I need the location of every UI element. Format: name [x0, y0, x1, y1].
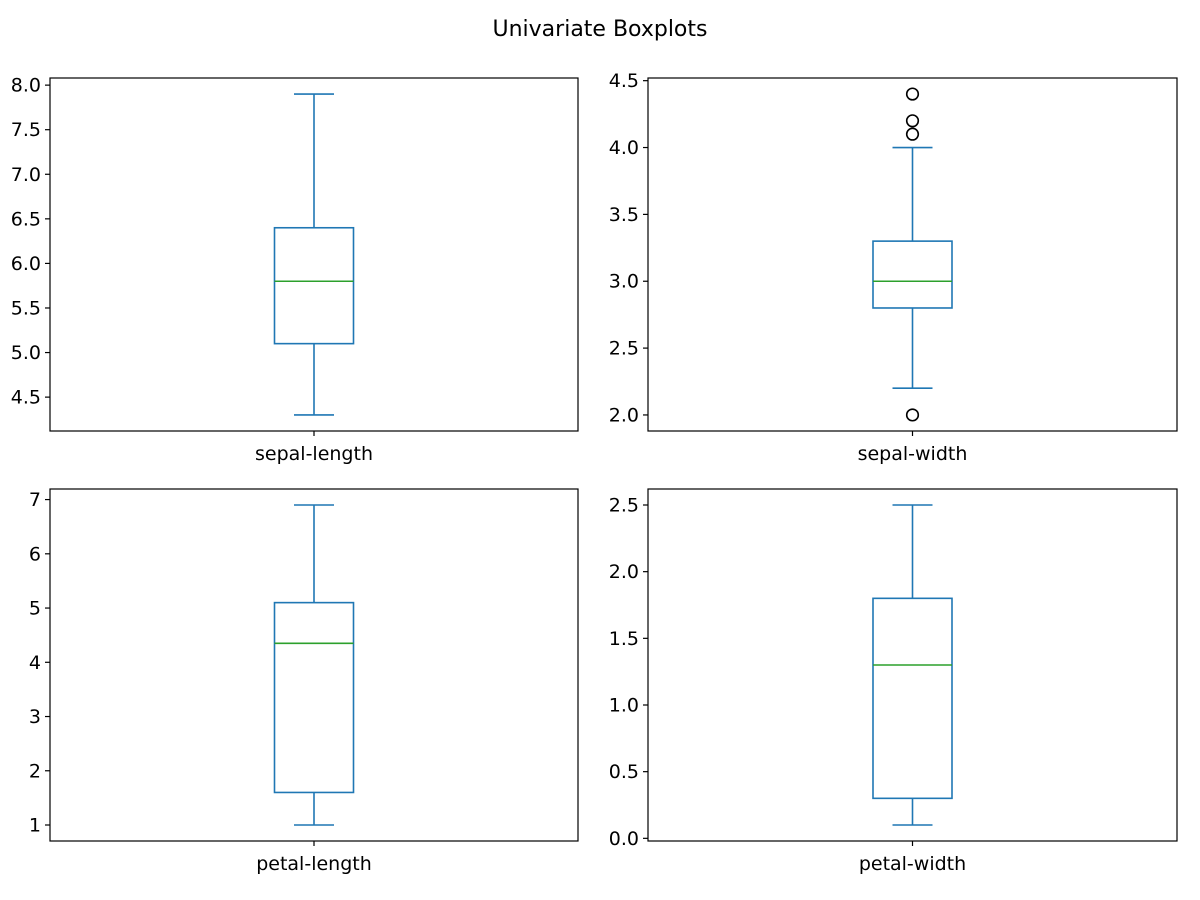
y-tick-label: 6 — [29, 543, 41, 565]
outlier-point — [905, 127, 920, 141]
x-category-label: sepal-width — [858, 443, 968, 465]
outlier-point — [905, 408, 920, 422]
x-category-label: petal-length — [256, 853, 372, 875]
y-tick-label: 2.0 — [609, 404, 639, 426]
y-tick-label: 1 — [29, 815, 41, 837]
y-tick-label: 0.5 — [609, 761, 639, 783]
boxplot-panel-petal-length: 1 2 3 4 5 6 7 petal-length — [29, 488, 579, 875]
y-tick-label: 4.5 — [609, 70, 639, 92]
outlier-point — [905, 114, 920, 128]
y-tick-label: 4.0 — [609, 137, 639, 159]
boxplot-panel-petal-width: 0.0 0.5 1.0 1.5 2.0 2.5 petal-width — [609, 488, 1178, 875]
y-tick-label: 6.5 — [11, 208, 41, 230]
y-tick-label: 7.5 — [11, 119, 41, 141]
x-category-label: petal-width — [859, 853, 966, 875]
y-tick-label: 2 — [29, 760, 41, 782]
y-tick-label: 1.0 — [609, 695, 639, 717]
y-tick-label: 2.5 — [609, 338, 639, 360]
iqr-box — [872, 597, 953, 800]
y-tick-label: 3.5 — [609, 204, 639, 226]
y-tick-label: 3 — [29, 706, 41, 728]
y-tick-label: 7 — [29, 489, 41, 511]
outlier-point — [905, 87, 920, 101]
iqr-box — [273, 601, 355, 794]
y-tick-label: 4.5 — [11, 387, 41, 409]
y-tick-label: 2.0 — [609, 561, 639, 583]
y-tick-label: 5.5 — [11, 297, 41, 319]
y-tick-label: 7.0 — [11, 164, 41, 186]
boxplot-panel-sepal-length: 4.5 5.0 5.5 6.0 6.5 7.0 7.5 8.0 sepal-length — [11, 75, 579, 465]
iqr-box — [872, 240, 953, 309]
figure-title: Univariate Boxplots — [493, 17, 708, 42]
y-tick-label: 2.5 — [609, 495, 639, 517]
y-tick-label: 0.0 — [609, 828, 639, 850]
y-tick-label: 3.0 — [609, 271, 639, 293]
y-tick-label: 4 — [29, 652, 41, 674]
y-tick-label: 5.0 — [11, 342, 41, 364]
y-tick-label: 1.5 — [609, 628, 639, 650]
boxplot-panel-sepal-width: 2.0 2.5 3.0 3.5 4.0 4.5 sepal-width — [609, 70, 1178, 465]
y-tick-label: 6.0 — [11, 253, 41, 275]
x-category-label: sepal-length — [255, 443, 373, 465]
y-tick-label: 8.0 — [11, 75, 41, 97]
iqr-box — [273, 226, 355, 345]
y-tick-label: 5 — [29, 598, 41, 620]
